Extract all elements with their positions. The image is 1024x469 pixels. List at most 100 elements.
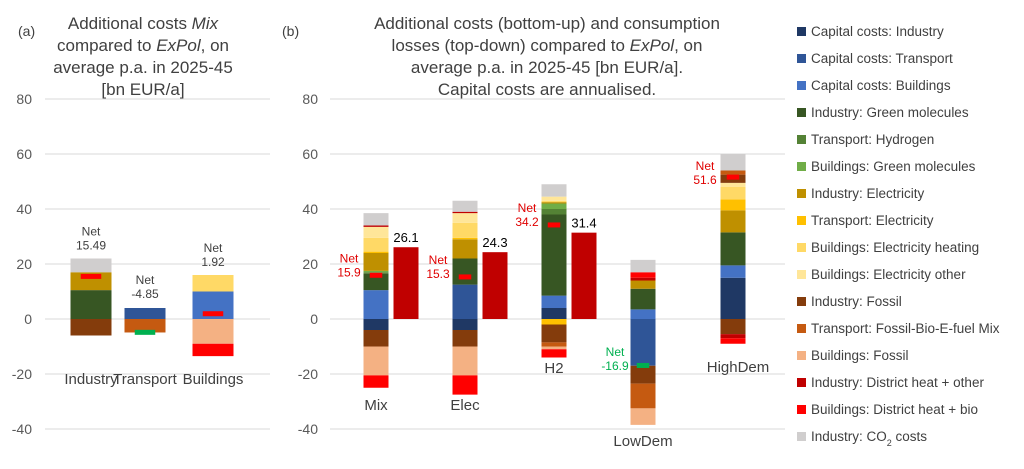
category-label: Transport: [113, 371, 177, 388]
consumption-label: 31.4: [571, 216, 596, 231]
category-label: Mix: [364, 397, 388, 414]
bar-segment: [192, 343, 234, 357]
bar-segment: [192, 275, 234, 292]
bar-segment: [363, 346, 389, 376]
bar-segment: [452, 200, 478, 212]
net-label: Net -4.85: [131, 273, 159, 301]
bar-segment: [630, 288, 656, 310]
legend-swatch: [797, 108, 806, 117]
legend-item: Transport: Electricity: [797, 213, 934, 228]
y-tick-label: 40: [302, 201, 318, 217]
legend-label: Buildings: District heat + bio: [811, 402, 978, 417]
legend-item: Capital costs: Transport: [797, 51, 953, 66]
bar-segment: [452, 239, 478, 259]
consumption-label: 26.1: [393, 230, 418, 245]
net-marker: [726, 174, 740, 180]
bar-segment: [363, 375, 389, 388]
legend-swatch: [797, 81, 806, 90]
legend-item: Buildings: District heat + bio: [797, 402, 978, 417]
y-tick-label: 0: [310, 311, 318, 327]
legend-item: Buildings: Electricity other: [797, 267, 966, 282]
category-label: Buildings: [183, 371, 244, 388]
y-tick-label: 40: [16, 201, 32, 217]
legend-item: Buildings: Fossil: [797, 348, 909, 363]
bar-segment: [630, 408, 656, 425]
bar-segment: [630, 277, 656, 281]
bar-segment: [720, 265, 746, 278]
bar-segment: [541, 349, 567, 358]
legend-item: Industry: Green molecules: [797, 105, 969, 120]
legend-label: Industry: CO2 costs: [811, 429, 927, 448]
net-marker: [636, 362, 650, 368]
bar-segment: [541, 214, 567, 296]
legend-label: Buildings: Electricity heating: [811, 240, 979, 255]
bar-segment: [541, 202, 567, 204]
legend-swatch: [797, 162, 806, 171]
legend-swatch: [797, 432, 806, 441]
y-tick-label: -40: [12, 421, 32, 437]
y-tick-label: -20: [12, 366, 32, 382]
y-tick-label: -20: [298, 366, 318, 382]
legend-label: Industry: District heat + other: [811, 375, 984, 390]
net-marker: [458, 274, 472, 280]
bar-segment: [70, 319, 112, 336]
legend-item: Buildings: Green molecules: [797, 159, 976, 174]
bar-segment: [720, 170, 746, 175]
bar-segment: [452, 319, 478, 330]
title-line: average p.a. in 2025-45 [bn EUR/a].: [411, 58, 683, 77]
legend-swatch: [797, 351, 806, 360]
y-tick-label: 20: [16, 256, 32, 272]
consumption-label: 24.3: [482, 235, 507, 250]
bar-segment: [630, 383, 656, 409]
title-line: [bn EUR/a]: [101, 80, 184, 99]
legend-swatch: [797, 135, 806, 144]
bar-segment: [452, 284, 478, 319]
legend-item: Industry: CO2 costs: [797, 429, 927, 448]
legend-item: Capital costs: Buildings: [797, 78, 951, 93]
bar-segment: [452, 375, 478, 395]
legend-label: Buildings: Fossil: [811, 348, 909, 363]
bar-segment: [541, 342, 567, 347]
panel-b: (b) Additional costs (bottom-up) and con…: [282, 14, 720, 99]
legend-item: Buildings: Electricity heating: [797, 240, 979, 255]
bar-segment: [541, 203, 567, 209]
bar-segment: [452, 237, 478, 240]
panel-b-label: (b): [282, 23, 299, 39]
bar-segment: [720, 182, 746, 187]
category-label: LowDem: [613, 433, 672, 450]
legend-label: Industry: Electricity: [811, 186, 925, 201]
y-tick-label: 20: [302, 256, 318, 272]
bar-segment: [363, 330, 389, 347]
panel-b-title: Additional costs (bottom-up) and consump…: [374, 14, 720, 99]
net-label: Net 15.49: [76, 225, 106, 253]
bar-segment: [541, 184, 567, 197]
legend-item: Transport: Fossil-Bio-E-fuel Mix: [797, 321, 1000, 336]
bar-segment: [363, 237, 389, 252]
legend-swatch: [797, 27, 806, 36]
title-line: losses (top-down) compared to ExPol, on: [392, 36, 703, 55]
consumption-bar: [571, 232, 597, 319]
bar-segment: [363, 226, 389, 238]
legend-swatch: [797, 378, 806, 387]
y-tick-label: 80: [302, 91, 318, 107]
net-label: Net 34.2: [515, 201, 539, 229]
net-marker: [547, 222, 561, 228]
bar-segment: [70, 290, 112, 319]
bar-segment: [541, 200, 567, 203]
bar-segment: [541, 346, 567, 350]
bar-segment: [452, 211, 478, 214]
bar-segment: [363, 253, 389, 271]
legend-swatch: [797, 54, 806, 63]
bar-segment: [70, 258, 112, 273]
bar-segment: [363, 270, 389, 273]
bar-segment: [630, 259, 656, 273]
panel-a-label: (a): [18, 23, 35, 39]
net-label: Net 15.3: [426, 253, 450, 281]
bar-segment: [452, 330, 478, 347]
plot-b: -40 -20 0 20 40 60 80 Net 15.9 26.1 Mix Net 15.3 24.3…: [298, 91, 785, 450]
bar-segment: [720, 338, 746, 344]
y-tick-label: 60: [302, 146, 318, 162]
legend-swatch: [797, 216, 806, 225]
bar-segment: [720, 277, 746, 319]
legend-swatch: [797, 297, 806, 306]
